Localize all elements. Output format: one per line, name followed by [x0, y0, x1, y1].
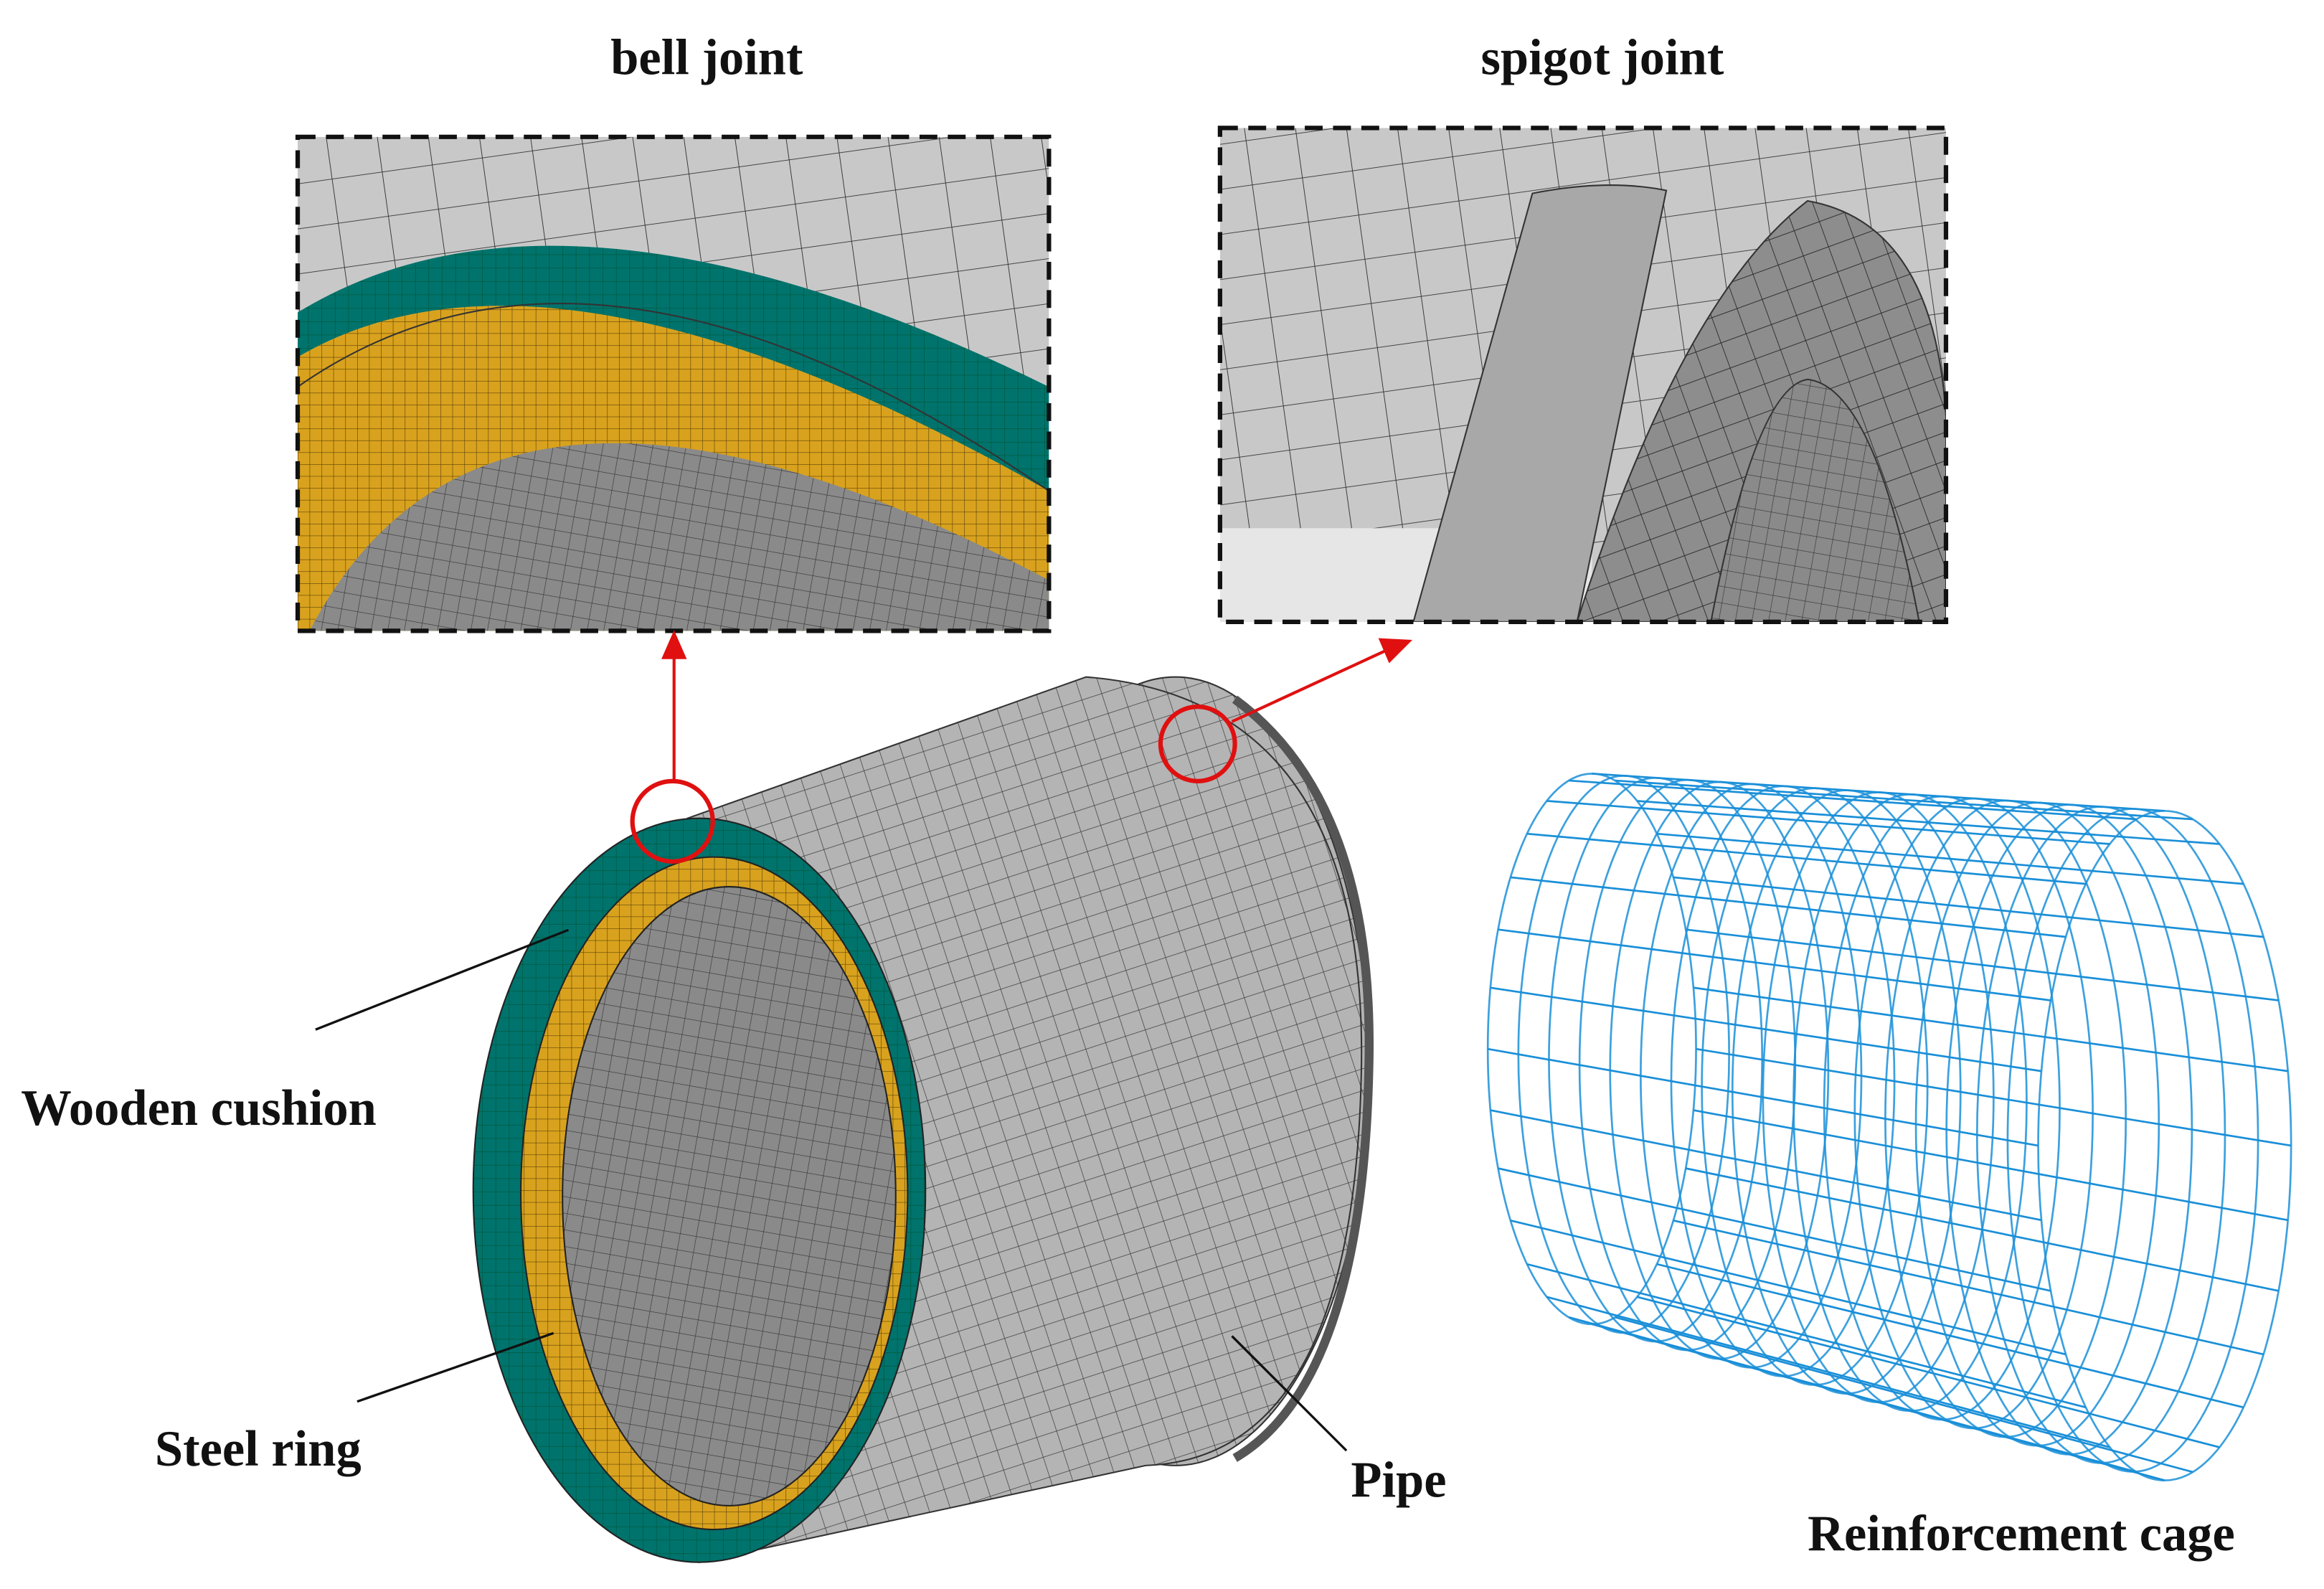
rebar — [1568, 1316, 2137, 1474]
rebar — [1696, 1047, 2292, 1147]
rebar — [1615, 1316, 2193, 1474]
rebar — [1673, 1220, 2264, 1356]
bell-joint-view — [298, 136, 1049, 631]
rebar — [1487, 1047, 2039, 1147]
rebar — [1548, 776, 1764, 1343]
callout-label: Steel ring — [155, 1421, 362, 1477]
rebar — [1510, 876, 2066, 938]
inset-frame — [295, 134, 1052, 633]
pipe-model — [472, 676, 1374, 1563]
rebar — [1615, 779, 2193, 821]
rebar — [1526, 832, 2087, 885]
rebar — [1568, 779, 2137, 821]
rebar — [1656, 1263, 2244, 1409]
rebar — [1592, 773, 2165, 812]
rebar — [1656, 832, 2244, 885]
callout-label: Reinforcement cage — [1808, 1506, 2235, 1562]
callout-label: Wooden cushion — [21, 1080, 377, 1136]
rebar — [1546, 800, 2110, 845]
rebar — [1914, 801, 2160, 1447]
rebar — [1693, 986, 2288, 1072]
rebar — [1498, 1167, 2051, 1292]
zoom-circle — [1158, 704, 1237, 783]
rebar — [1490, 986, 2042, 1072]
rebar — [1498, 928, 2051, 1001]
rebar — [1517, 774, 1730, 1334]
rebar — [2037, 809, 2292, 1481]
inset-title: spigot joint — [1480, 30, 1724, 86]
rebar — [1686, 928, 2279, 1001]
rebar — [1975, 806, 2226, 1464]
spigot-joint-view — [1219, 128, 1946, 622]
reinforcement-cage — [1486, 773, 2292, 1481]
inset-frame — [1217, 126, 1949, 625]
rebar — [1510, 1220, 2066, 1356]
zoom-arrows — [661, 630, 1413, 781]
rebar — [1637, 800, 2220, 845]
rebar — [1693, 1109, 2288, 1222]
rebar — [1945, 803, 2193, 1456]
rebar — [2006, 808, 2259, 1473]
rebar — [1526, 1263, 2087, 1409]
rebar — [1685, 1167, 2279, 1292]
rebar — [1490, 1109, 2042, 1222]
rebar — [1673, 876, 2264, 938]
rebar — [1637, 1296, 2220, 1448]
inset-title: bell joint — [610, 30, 803, 86]
leader-lines — [315, 928, 1348, 1452]
rebar — [1546, 1296, 2110, 1448]
callout-label: Pipe — [1351, 1452, 1446, 1508]
rebar — [1762, 791, 1995, 1404]
